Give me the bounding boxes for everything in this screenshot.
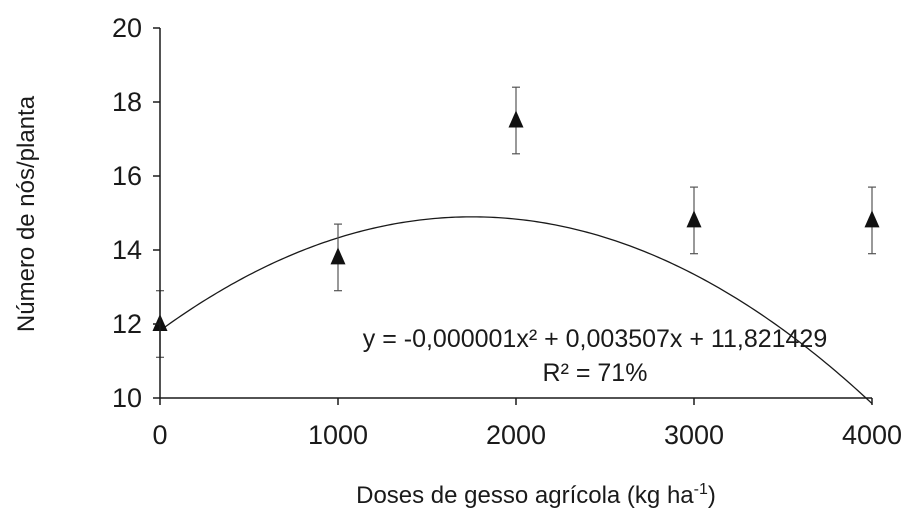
y-tick-label: 20 (112, 13, 142, 43)
x-axis-label-superscript: -1 (694, 481, 708, 498)
x-tick-label: 0 (152, 420, 167, 450)
y-axis-label: Número de nós/planta (13, 95, 40, 332)
data-point-triangle (864, 210, 880, 228)
x-axis-label: Doses de gesso agrícola (kg ha-1) (356, 481, 716, 509)
x-tick-label: 2000 (486, 420, 546, 450)
x-tick-label: 3000 (664, 420, 724, 450)
y-tick-label: 18 (112, 87, 142, 117)
r-squared-label: R² = 71% (543, 359, 648, 387)
regression-equation: y = -0,000001x² + 0,003507x + 11,821429 (363, 325, 828, 353)
data-point-triangle (686, 210, 702, 228)
plot-area (152, 86, 880, 405)
y-tick-label: 14 (112, 235, 142, 265)
y-axis-ticks: 10 12 14 16 18 20 (112, 13, 160, 413)
y-tick-label: 12 (112, 309, 142, 339)
x-axis-ticks: 0 1000 2000 3000 4000 (152, 398, 902, 450)
y-tick-label: 10 (112, 383, 142, 413)
data-point-triangle (508, 110, 524, 128)
regression-curve (159, 216, 873, 405)
x-tick-label: 1000 (308, 420, 368, 450)
data-point-triangle (330, 247, 346, 265)
y-tick-label: 16 (112, 161, 142, 191)
x-axis-label-main: Doses de gesso agrícola (kg ha (356, 482, 694, 509)
error-bars (156, 86, 876, 358)
x-tick-label: 4000 (842, 420, 902, 450)
x-axis-label-end: ) (708, 482, 716, 509)
data-points (152, 110, 880, 331)
